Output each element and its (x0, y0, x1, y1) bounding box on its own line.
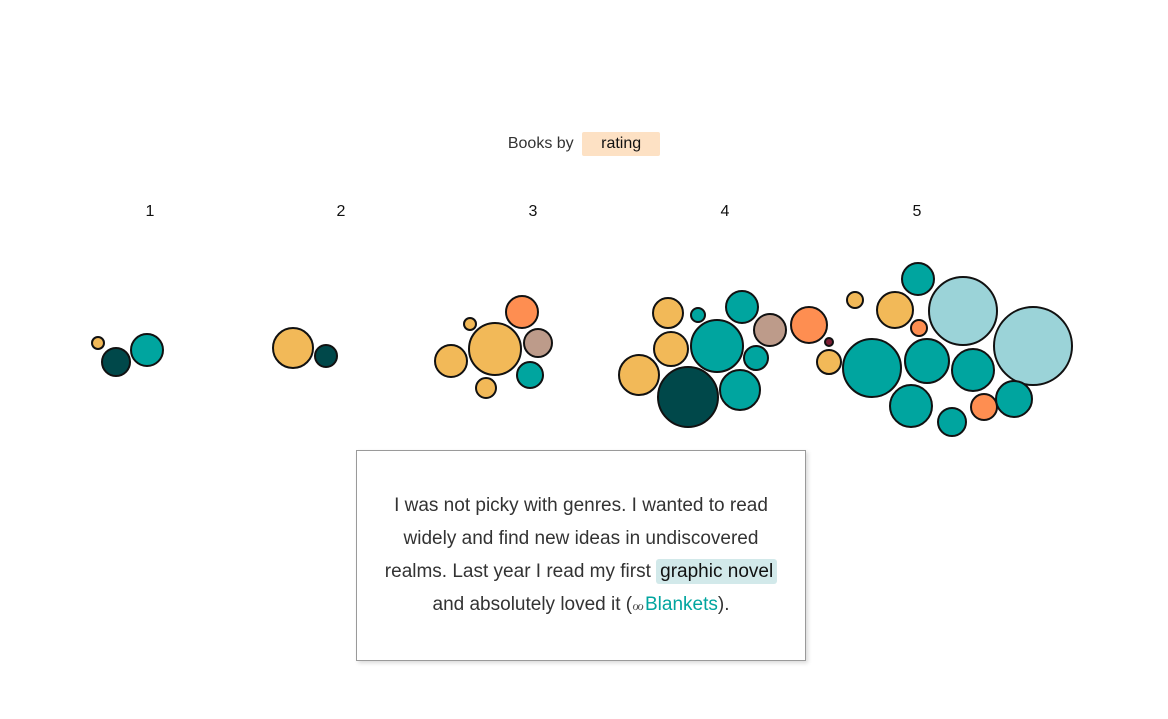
rating-label-5: 5 (913, 203, 922, 220)
book-bubble-rating-4-10[interactable] (618, 354, 660, 396)
book-bubble-rating-2-2[interactable] (314, 344, 338, 368)
reading-glasses-icon: ℴℴ (632, 597, 644, 614)
book-bubble-rating-5-4[interactable] (928, 276, 998, 346)
book-bubble-rating-4-5[interactable] (690, 319, 744, 373)
story-text-part1: I was not picky with genres. I wanted to… (384, 495, 768, 582)
book-bubble-rating-5-6[interactable] (904, 338, 950, 384)
book-bubble-rating-3-2[interactable] (505, 295, 539, 329)
book-bubble-rating-5-10[interactable] (889, 384, 933, 428)
book-bubble-rating-2-1[interactable] (272, 327, 314, 369)
book-bubble-rating-3-3[interactable] (523, 328, 553, 358)
book-link-blankets[interactable]: Blankets (645, 594, 718, 615)
chart-title: Books by rating (0, 132, 1168, 156)
book-bubble-rating-4-7[interactable] (790, 306, 828, 344)
grouping-selector[interactable]: rating (582, 132, 661, 156)
book-bubble-rating-5-7[interactable] (842, 338, 902, 398)
book-bubble-rating-4-12[interactable] (719, 369, 761, 411)
genre-highlight[interactable]: graphic novel (656, 559, 778, 584)
story-text-end: ). (717, 594, 730, 615)
book-bubble-rating-5-8[interactable] (951, 348, 995, 392)
rating-label-4: 4 (721, 203, 730, 220)
rating-label-2: 2 (337, 203, 346, 220)
book-bubble-rating-4-11[interactable] (657, 366, 719, 428)
book-bubble-rating-1-2[interactable] (101, 347, 131, 377)
book-bubble-rating-4-2[interactable] (690, 307, 706, 323)
book-bubble-rating-4-1[interactable] (652, 297, 684, 329)
title-prefix: Books by (507, 135, 574, 152)
book-bubble-rating-5-2[interactable] (901, 262, 935, 296)
story-text: I was not picky with genres. I wanted to… (379, 489, 783, 622)
book-bubble-rating-4-3[interactable] (725, 290, 759, 324)
book-bubble-rating-3-1[interactable] (463, 317, 477, 331)
book-bubble-rating-5-13[interactable] (995, 380, 1033, 418)
book-bubble-rating-5-5[interactable] (910, 319, 928, 337)
book-bubble-rating-1-1[interactable] (91, 336, 105, 350)
book-bubble-rating-3-5[interactable] (468, 322, 522, 376)
rating-label-1: 1 (146, 203, 155, 220)
rating-label-3: 3 (529, 203, 538, 220)
story-card: I was not picky with genres. I wanted to… (356, 450, 806, 661)
book-bubble-rating-5-12[interactable] (970, 393, 998, 421)
book-bubble-rating-3-4[interactable] (434, 344, 468, 378)
book-bubble-rating-3-6[interactable] (516, 361, 544, 389)
book-bubble-rating-5-3[interactable] (876, 291, 914, 329)
book-bubble-rating-5-11[interactable] (937, 407, 967, 437)
book-bubble-rating-5-9[interactable] (993, 306, 1073, 386)
story-text-part2: and absolutely loved it ( (432, 594, 633, 615)
book-bubble-rating-3-7[interactable] (475, 377, 497, 399)
book-bubble-rating-4-6[interactable] (753, 313, 787, 347)
book-bubble-rating-4-8[interactable] (743, 345, 769, 371)
book-bubble-rating-4-13[interactable] (816, 349, 842, 375)
book-bubble-rating-4-4[interactable] (653, 331, 689, 367)
book-bubble-rating-4-9[interactable] (824, 337, 834, 347)
book-bubble-rating-5-1[interactable] (846, 291, 864, 309)
book-bubble-rating-1-3[interactable] (130, 333, 164, 367)
